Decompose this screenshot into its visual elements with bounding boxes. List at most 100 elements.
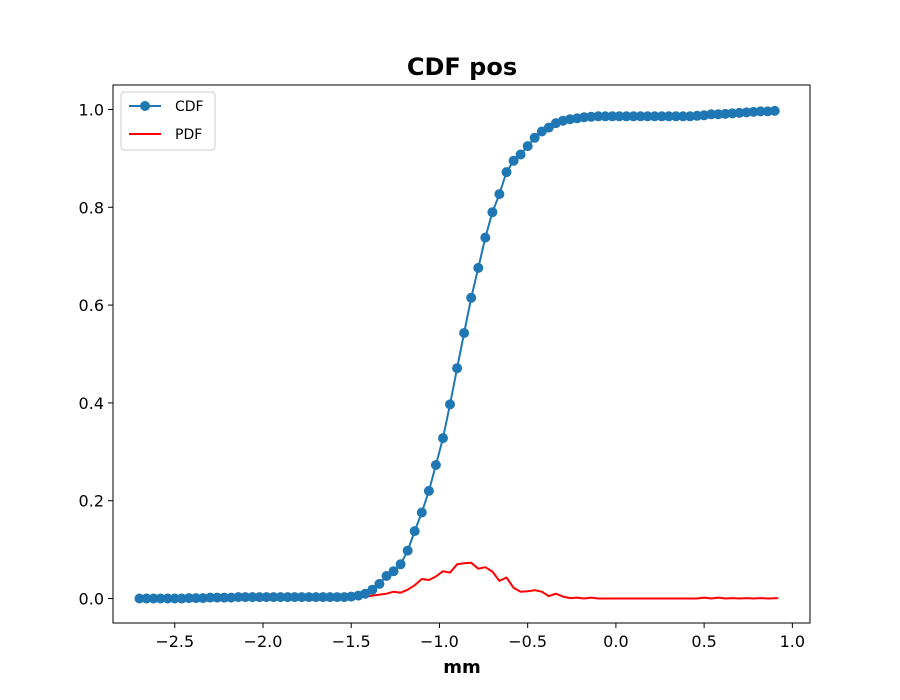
data-point-cdf — [515, 149, 526, 160]
y-tick-label: 0.6 — [79, 296, 104, 315]
y-tick-label: 0.0 — [79, 590, 104, 609]
data-point-cdf — [670, 111, 681, 122]
data-point-cdf — [310, 592, 321, 603]
data-point-cdf — [254, 592, 265, 603]
data-point-cdf — [212, 592, 223, 603]
x-tick-label: −2.0 — [244, 632, 283, 651]
data-point-cdf — [325, 592, 335, 603]
data-point-cdf — [155, 593, 166, 604]
data-point-cdf — [240, 592, 251, 603]
data-point-cdf — [219, 592, 230, 603]
data-point-cdf — [141, 593, 152, 604]
y-axis: 0.0 0.2 0.4 0.6 0.8 1.0 — [79, 100, 113, 609]
data-point-cdf — [198, 593, 208, 604]
data-point-cdf — [607, 111, 618, 122]
y-tick-label: 0.2 — [79, 492, 104, 511]
data-point-cdf — [374, 578, 385, 589]
x-tick-label: −2.5 — [155, 632, 194, 651]
data-point-cdf — [162, 593, 173, 604]
data-point-cdf — [459, 328, 470, 338]
legend: CDF PDF — [120, 91, 216, 151]
data-point-cdf — [445, 399, 455, 410]
data-point-cdf — [494, 189, 505, 200]
data-point-cdf — [543, 122, 554, 133]
data-point-cdf — [381, 571, 392, 581]
data-point-cdf — [579, 112, 590, 123]
data-point-cdf — [769, 105, 780, 116]
plot-frame — [112, 84, 811, 624]
data-point-cdf — [190, 593, 201, 604]
data-point-cdf — [642, 111, 653, 122]
data-point-cdf — [663, 111, 674, 122]
x-tick-label: 1.0 — [780, 632, 805, 651]
legend-cdf-label: CDF — [175, 99, 204, 115]
data-point-cdf — [501, 167, 512, 178]
data-point-cdf — [289, 592, 300, 603]
data-point-cdf — [734, 107, 745, 118]
data-point-cdf — [600, 111, 611, 122]
data-point-cdf — [247, 592, 258, 603]
data-point-cdf — [586, 111, 597, 122]
x-tick-label: 0.0 — [603, 632, 628, 651]
data-point-cdf — [268, 592, 279, 603]
y-tick-label: 0.4 — [79, 394, 104, 413]
legend-pdf-label: PDF — [175, 127, 202, 143]
data-point-cdf — [176, 593, 187, 604]
x-tick-label: 0.5 — [691, 632, 716, 651]
plot-area — [134, 105, 780, 604]
data-point-cdf — [466, 292, 477, 303]
data-point-cdf — [233, 592, 244, 603]
data-point-cdf — [395, 559, 406, 570]
data-point-cdf — [529, 132, 540, 143]
data-point-cdf — [148, 593, 159, 604]
data-point-cdf — [452, 363, 463, 374]
data-point-cdf — [706, 109, 717, 120]
data-point-cdf — [593, 111, 604, 122]
data-point-cdf — [275, 592, 286, 603]
data-point-cdf — [635, 111, 646, 122]
x-tick-label: −0.5 — [508, 632, 547, 651]
data-point-cdf — [430, 460, 441, 470]
data-point-cdf — [402, 545, 413, 556]
data-point-cdf — [423, 485, 434, 496]
data-point-cdf — [614, 111, 625, 122]
x-axis-label: mm — [443, 657, 481, 678]
data-point-cdf — [332, 592, 343, 603]
data-point-cdf — [628, 111, 639, 122]
x-tick-label: −1.5 — [332, 632, 371, 651]
data-point-cdf — [183, 593, 194, 604]
data-point-cdf — [318, 592, 328, 603]
y-tick-label: 0.8 — [79, 198, 104, 217]
x-axis: −2.5 −2.0 −1.5 −1.0 −0.5 0.0 0.5 1.0 — [155, 623, 805, 651]
y-tick-label: 1.0 — [79, 100, 104, 119]
data-point-cdf — [134, 593, 145, 604]
data-point-cdf — [678, 111, 688, 122]
data-point-cdf — [508, 155, 519, 166]
data-point-cdf — [296, 592, 307, 603]
data-point-cdf — [649, 111, 660, 122]
data-point-cdf — [226, 592, 237, 603]
data-point-cdf — [748, 106, 759, 117]
data-point-cdf — [261, 592, 272, 603]
legend-cdf-marker — [140, 101, 150, 111]
data-point-cdf — [487, 207, 498, 218]
data-point-cdf — [522, 141, 533, 152]
data-point-cdf — [713, 109, 724, 120]
data-point-cdf — [205, 592, 216, 603]
data-point-cdf — [755, 106, 766, 117]
data-point-cdf — [720, 108, 731, 119]
data-point-cdf — [303, 592, 314, 603]
data-point-cdf — [367, 584, 378, 595]
data-point-cdf — [388, 566, 399, 577]
data-point-cdf — [282, 592, 293, 603]
data-point-cdf — [169, 593, 180, 604]
x-tick-label: −1.0 — [420, 632, 459, 651]
data-point-cdf — [480, 232, 491, 243]
data-point-cdf — [416, 507, 427, 518]
data-point-cdf — [473, 262, 484, 273]
chart-title: CDF pos — [407, 53, 517, 81]
data-point-cdf — [409, 526, 420, 537]
data-point-cdf — [656, 111, 667, 122]
data-point-cdf — [685, 111, 695, 122]
